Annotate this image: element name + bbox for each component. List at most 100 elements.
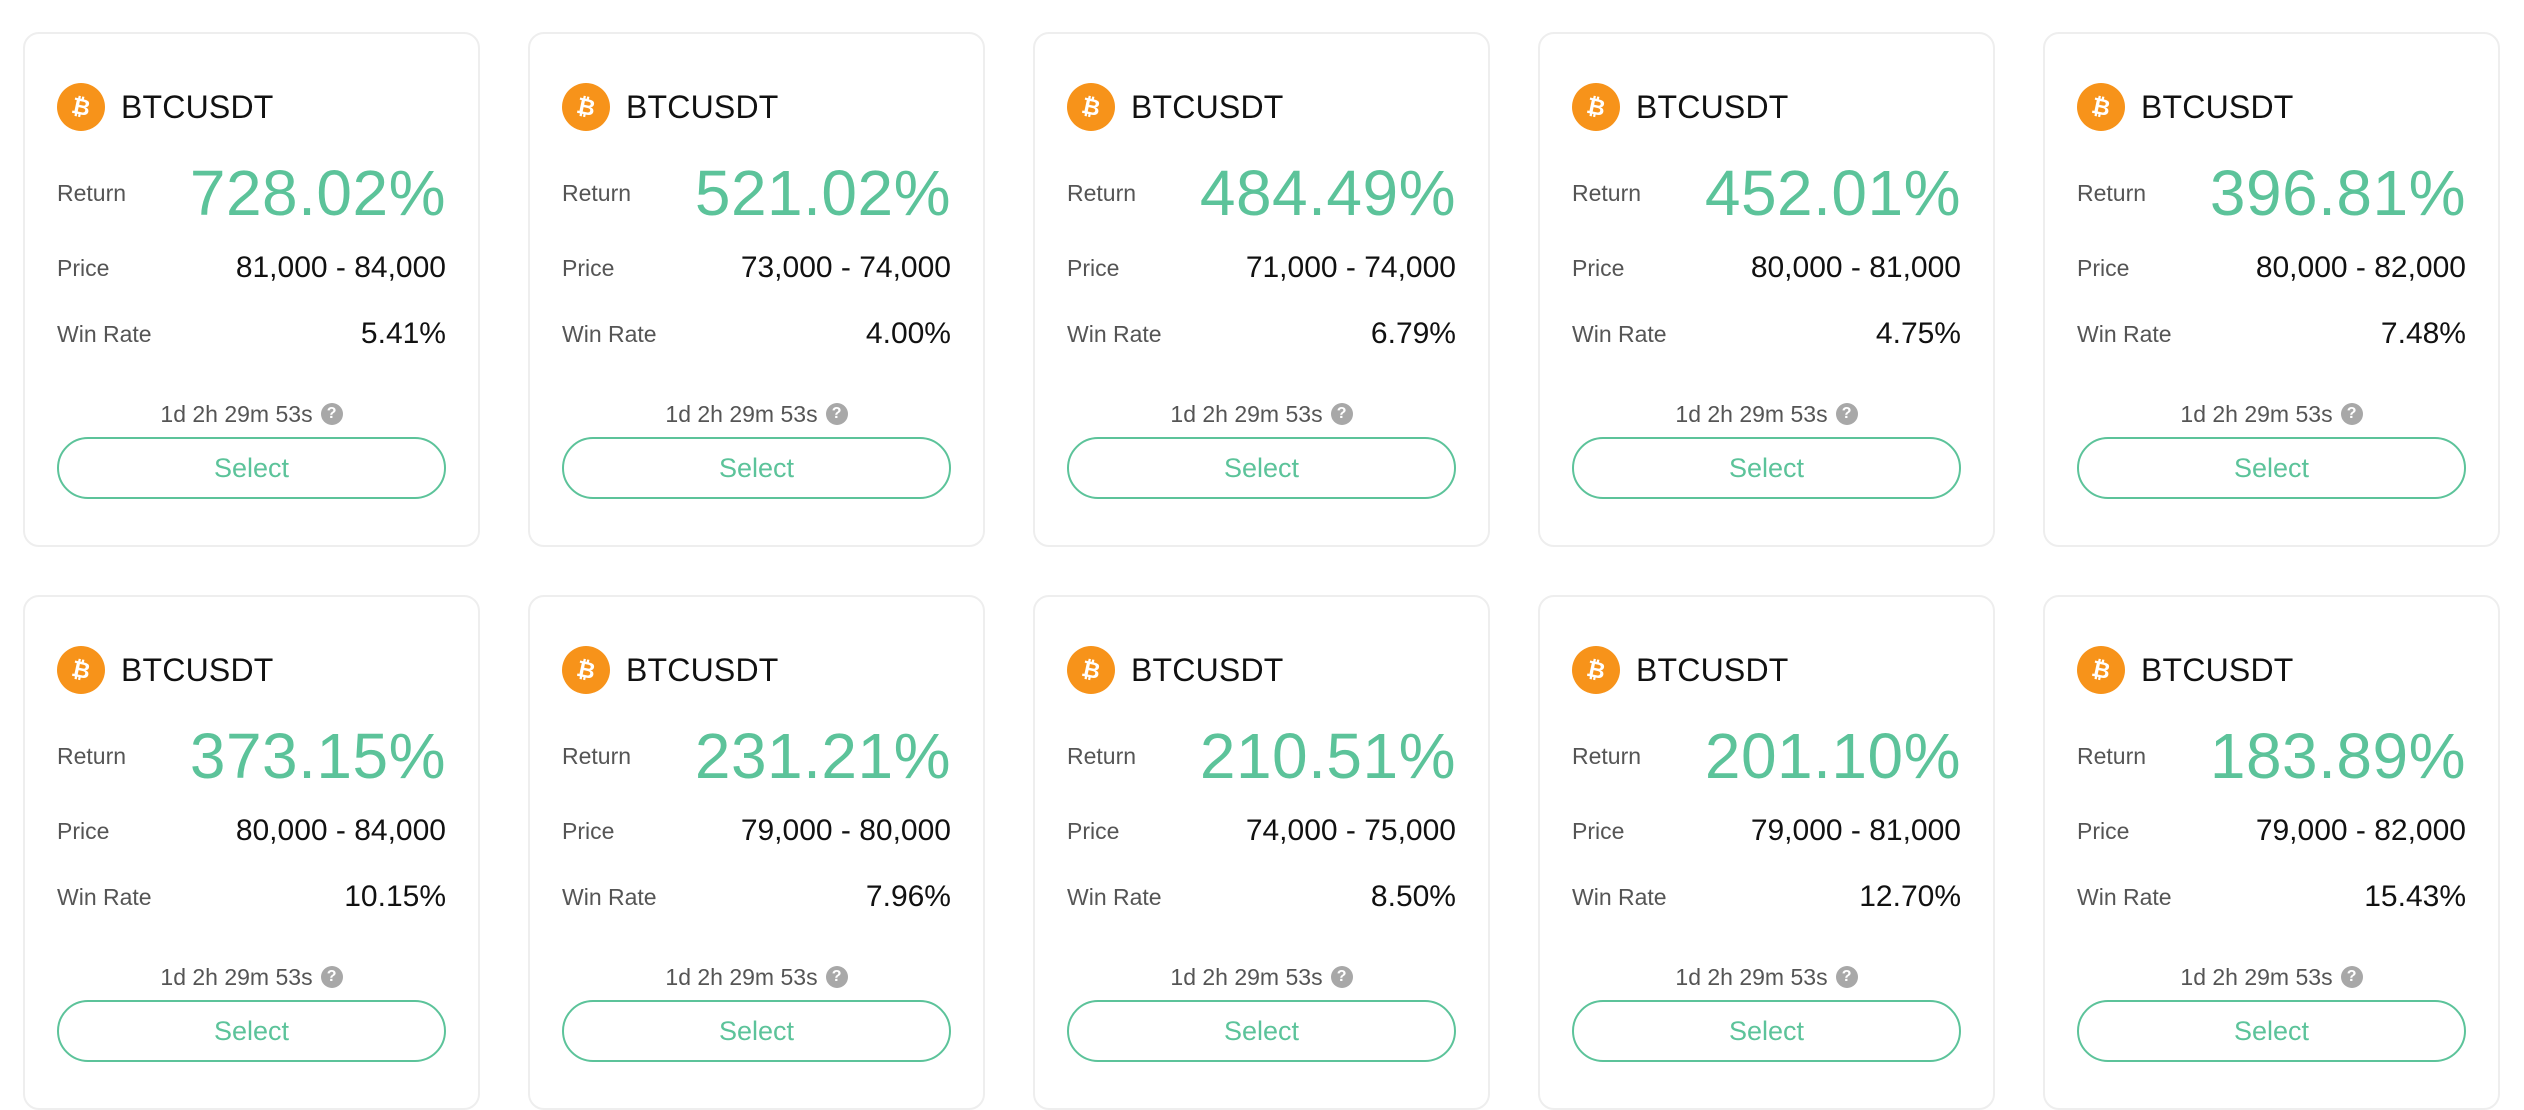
svg-text:₿: ₿ (69, 93, 92, 122)
strategy-card: ₿ BTCUSDT Return 373.15% Price 80,000 - 84,00… (23, 595, 480, 1110)
strategy-card-grid: ₿ BTCUSDT Return 728.02% Price 81,000 - 84,00… (23, 32, 2503, 1110)
help-icon[interactable]: ? (1835, 403, 1858, 425)
help-icon[interactable]: ? (1835, 966, 1858, 988)
win-rate-label: Win Rate (1572, 320, 1667, 347)
return-value: 183.89% (2209, 720, 2466, 792)
win-rate-row: Win Rate 7.48% (2077, 306, 2466, 362)
select-button[interactable]: Select (57, 1000, 446, 1062)
price-range-value: 80,000 - 81,000 (1750, 251, 1961, 284)
help-icon[interactable]: ? (825, 403, 848, 425)
win-rate-value: 12.70% (1859, 880, 1961, 913)
trading-pair-symbol: BTCUSDT (1636, 88, 1789, 125)
card-header: ₿ BTCUSDT (1067, 82, 1284, 132)
select-button[interactable]: Select (2077, 437, 2466, 499)
return-label: Return (57, 742, 127, 769)
countdown-timer: 1d 2h 29m 53s? (2045, 394, 2498, 434)
help-icon[interactable]: ? (2340, 966, 2363, 988)
return-value: 396.81% (2209, 157, 2466, 229)
win-rate-row: Win Rate 10.15% (57, 869, 446, 925)
bitcoin-icon: ₿ (57, 83, 105, 131)
win-rate-value: 7.48% (2380, 317, 2466, 350)
win-rate-row: Win Rate 12.70% (1572, 869, 1961, 925)
select-button[interactable]: Select (1067, 437, 1456, 499)
select-button[interactable]: Select (562, 437, 951, 499)
trading-pair-symbol: BTCUSDT (626, 651, 779, 688)
svg-text:₿: ₿ (1584, 656, 1607, 685)
countdown-text: 1d 2h 29m 53s (1675, 400, 1828, 427)
win-rate-value: 8.50% (1370, 880, 1456, 913)
price-label: Price (2077, 817, 2130, 844)
win-rate-label: Win Rate (57, 883, 152, 910)
countdown-text: 1d 2h 29m 53s (1170, 963, 1323, 990)
help-icon[interactable]: ? (2340, 403, 2363, 425)
bitcoin-icon: ₿ (57, 646, 105, 694)
return-value: 210.51% (1199, 720, 1456, 792)
card-header: ₿ BTCUSDT (562, 645, 779, 695)
countdown-timer: 1d 2h 29m 53s? (1540, 394, 1993, 434)
select-button[interactable]: Select (1572, 1000, 1961, 1062)
return-row: Return 728.02% (57, 152, 446, 234)
price-range-value: 81,000 - 84,000 (235, 251, 446, 284)
return-label: Return (2077, 742, 2147, 769)
bitcoin-icon: ₿ (562, 83, 610, 131)
price-row: Price 79,000 - 82,000 (2077, 803, 2466, 859)
countdown-text: 1d 2h 29m 53s (160, 963, 313, 990)
win-rate-value: 10.15% (344, 880, 446, 913)
return-value: 373.15% (189, 720, 446, 792)
price-range-value: 80,000 - 82,000 (2255, 251, 2466, 284)
help-icon[interactable]: ? (320, 966, 343, 988)
help-icon[interactable]: ? (825, 966, 848, 988)
price-row: Price 71,000 - 74,000 (1067, 240, 1456, 296)
win-rate-label: Win Rate (57, 320, 152, 347)
select-button[interactable]: Select (57, 437, 446, 499)
select-button[interactable]: Select (562, 1000, 951, 1062)
help-icon[interactable]: ? (1330, 966, 1353, 988)
help-icon[interactable]: ? (1330, 403, 1353, 425)
countdown-timer: 1d 2h 29m 53s? (1035, 394, 1488, 434)
bitcoin-icon: ₿ (1572, 83, 1620, 131)
help-icon[interactable]: ? (320, 403, 343, 425)
return-row: Return 484.49% (1067, 152, 1456, 234)
bitcoin-icon: ₿ (562, 646, 610, 694)
price-row: Price 74,000 - 75,000 (1067, 803, 1456, 859)
price-range-value: 73,000 - 74,000 (740, 251, 951, 284)
price-label: Price (1067, 254, 1120, 281)
price-range-value: 79,000 - 82,000 (2255, 814, 2466, 847)
price-row: Price 80,000 - 82,000 (2077, 240, 2466, 296)
select-button[interactable]: Select (2077, 1000, 2466, 1062)
countdown-text: 1d 2h 29m 53s (665, 400, 818, 427)
price-row: Price 80,000 - 81,000 (1572, 240, 1961, 296)
return-value: 452.01% (1704, 157, 1961, 229)
return-value: 728.02% (189, 157, 446, 229)
win-rate-label: Win Rate (1067, 883, 1162, 910)
bitcoin-icon: ₿ (2077, 646, 2125, 694)
win-rate-value: 4.00% (865, 317, 951, 350)
return-row: Return 396.81% (2077, 152, 2466, 234)
return-row: Return 373.15% (57, 715, 446, 797)
svg-text:₿: ₿ (1079, 656, 1102, 685)
price-label: Price (1572, 254, 1625, 281)
price-label: Price (2077, 254, 2130, 281)
win-rate-label: Win Rate (1572, 883, 1667, 910)
return-value: 484.49% (1199, 157, 1456, 229)
return-label: Return (57, 179, 127, 206)
win-rate-row: Win Rate 6.79% (1067, 306, 1456, 362)
strategy-card: ₿ BTCUSDT Return 210.51% Price 74,000 - 75,00… (1033, 595, 1490, 1110)
trading-pair-symbol: BTCUSDT (1131, 651, 1284, 688)
return-label: Return (1572, 742, 1642, 769)
strategy-card: ₿ BTCUSDT Return 231.21% Price 79,000 - 80,00… (528, 595, 985, 1110)
win-rate-label: Win Rate (562, 883, 657, 910)
price-label: Price (57, 254, 110, 281)
bitcoin-icon: ₿ (1067, 646, 1115, 694)
trading-pair-symbol: BTCUSDT (121, 88, 274, 125)
svg-text:₿: ₿ (1079, 93, 1102, 122)
trading-pair-symbol: BTCUSDT (626, 88, 779, 125)
return-value: 201.10% (1704, 720, 1961, 792)
select-button[interactable]: Select (1067, 1000, 1456, 1062)
return-label: Return (1067, 742, 1137, 769)
select-button[interactable]: Select (1572, 437, 1961, 499)
win-rate-row: Win Rate 4.00% (562, 306, 951, 362)
countdown-text: 1d 2h 29m 53s (1675, 963, 1828, 990)
countdown-text: 1d 2h 29m 53s (2180, 400, 2333, 427)
strategy-card: ₿ BTCUSDT Return 728.02% Price 81,000 - 84,00… (23, 32, 480, 547)
